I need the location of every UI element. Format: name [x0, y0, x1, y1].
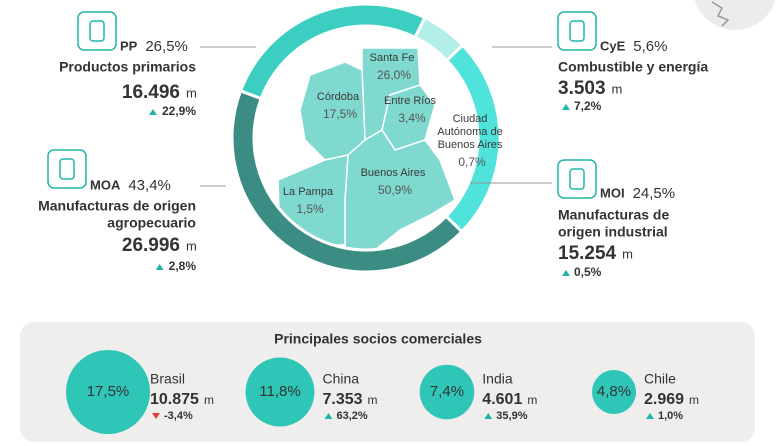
category-amount: 3.503: [558, 78, 606, 99]
category-amount: 16.496: [122, 82, 180, 103]
province-name: Buenos Aires: [438, 139, 503, 151]
province-name: Ciudad: [453, 113, 488, 125]
partner-share: 17,5%: [87, 383, 130, 400]
category-name: agropecuario: [107, 215, 196, 231]
category-share: 24,5%: [633, 185, 676, 202]
category-change: 22,9%: [162, 104, 196, 118]
partner-share: 4,8%: [597, 383, 631, 400]
category-name: Combustible y energía: [558, 59, 708, 75]
category-name: Productos primarios: [59, 59, 196, 75]
partners-panel: [20, 322, 755, 442]
partners-title: Principales socios comerciales: [274, 331, 482, 347]
category-icon: [557, 159, 597, 199]
trend-arrow: [562, 270, 570, 276]
category-share: 43,4%: [128, 177, 171, 194]
province-name: Santa Fe: [370, 52, 415, 64]
trend-arrow: [645, 413, 654, 419]
category-share: 5,6%: [633, 38, 667, 55]
category-code: CyE: [600, 38, 626, 53]
corner-map: [694, 0, 776, 30]
category-change: 7,2%: [574, 99, 602, 113]
province-share: 1,5%: [296, 202, 324, 216]
category-code: PP: [120, 38, 138, 53]
partner-name: Brasil: [150, 371, 185, 387]
partner-name: Chile: [644, 371, 676, 387]
partner-bubble: [245, 357, 315, 427]
category-code: MOA: [90, 177, 121, 192]
trend-arrow: [155, 264, 164, 270]
category-change: 0,5%: [574, 265, 602, 279]
map: [277, 47, 456, 266]
partner-bubble: [66, 350, 150, 434]
category-icon-glyph: [89, 20, 105, 42]
partner-unit: m: [368, 393, 378, 407]
category-icon-glyph: [569, 168, 585, 190]
category-icon: [557, 11, 597, 51]
category-unit: m: [186, 238, 197, 253]
province-name: Buenos Aires: [361, 167, 426, 179]
trend-arrow: [324, 413, 333, 419]
corner-map-shape: [711, 1, 730, 27]
partner-share: 11,8%: [259, 383, 300, 400]
category-icon-glyph: [59, 158, 75, 180]
province-name: Entre Ríos: [384, 95, 436, 107]
category-share: 26,5%: [145, 38, 188, 55]
province-shape: [277, 154, 349, 246]
partner-unit: m: [204, 393, 214, 407]
partner-unit: m: [689, 393, 699, 407]
province-name: La Pampa: [283, 186, 334, 198]
partner-amount: 4.601: [482, 391, 522, 408]
province-share: 17,5%: [323, 107, 357, 121]
partner-bubble: [419, 364, 475, 420]
partner-amount: 7.353: [322, 391, 362, 408]
category-unit: m: [622, 246, 633, 261]
donut-segment: [238, 2, 427, 101]
province-share: 3,4%: [398, 111, 426, 125]
category-icon: [47, 149, 87, 189]
province-share: 50,9%: [378, 183, 412, 197]
partner-change: 1,0%: [658, 410, 683, 422]
category-name: origen industrial: [558, 224, 668, 240]
category-name: Manufacturas de origen: [38, 198, 196, 214]
partner-unit: m: [527, 393, 537, 407]
category-unit: m: [186, 85, 197, 100]
category-code: MOI: [600, 185, 625, 200]
partner-amount: 10.875: [150, 391, 199, 408]
partner-change: 63,2%: [336, 410, 367, 422]
category-icon: [77, 11, 117, 51]
trend-arrow: [484, 413, 493, 419]
category-name: Manufacturas de: [558, 207, 669, 223]
trend-arrow: [562, 104, 570, 110]
partner-change: -3,4%: [164, 410, 193, 422]
province-share: 26,0%: [377, 68, 411, 82]
partner-change: 35,9%: [496, 410, 527, 422]
trend-arrow: [152, 413, 160, 419]
partner-name: China: [322, 371, 359, 387]
category-icon-glyph: [569, 20, 585, 42]
category-unit: m: [612, 81, 623, 96]
partner-name: India: [482, 371, 513, 387]
partner-amount: 2.969: [644, 391, 684, 408]
caba-dot: [426, 146, 430, 150]
category-change: 2,8%: [169, 259, 197, 273]
trend-arrow: [148, 109, 157, 115]
province-share: 0,7%: [458, 155, 486, 169]
province-name: Córdoba: [317, 91, 360, 103]
category-amount: 26.996: [122, 235, 180, 256]
category-amount: 15.254: [558, 243, 617, 264]
province-name: Autónoma de: [437, 126, 502, 138]
partner-bubble: [592, 370, 636, 414]
partner-share: 7,4%: [430, 383, 464, 400]
